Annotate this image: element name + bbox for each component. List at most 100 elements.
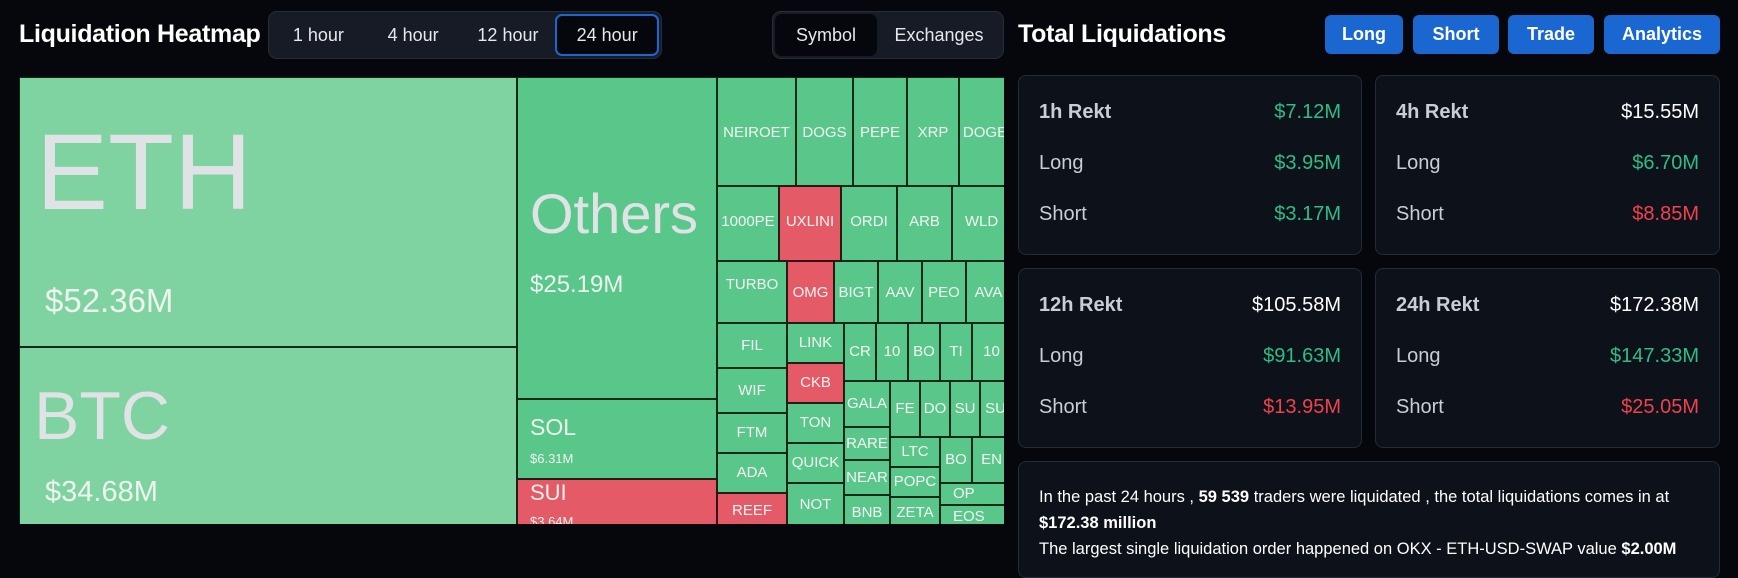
long-label: Long xyxy=(1396,344,1441,367)
heatmap-cell-zeta[interactable]: ZETA xyxy=(890,497,940,524)
short-button[interactable]: Short xyxy=(1413,15,1499,54)
short-label: Short xyxy=(1396,395,1444,418)
card-label: 4h Rekt xyxy=(1396,100,1469,123)
heatmap-cell-bo2[interactable]: BO xyxy=(940,437,972,483)
long-value: $3.95M xyxy=(1274,151,1341,174)
summary-line-2: The largest single liquidation order hap… xyxy=(1039,540,1677,558)
heatmap-cell-10b[interactable]: 10 xyxy=(972,323,1004,381)
heatmap-cell-ordi[interactable]: ORDI xyxy=(841,186,897,261)
long-value: $147.33M xyxy=(1610,344,1699,367)
heatmap-cell-bigt[interactable]: BIGT xyxy=(834,261,878,323)
cell-value: $34.68M xyxy=(45,476,158,508)
heatmap-cell-reef[interactable]: REEF xyxy=(717,493,787,524)
heatmap-cell-popc[interactable]: POPC xyxy=(890,467,940,497)
heatmap-cell-doge[interactable]: DOGE xyxy=(959,77,1004,186)
heatmap-cell-op[interactable]: OP xyxy=(940,483,1004,505)
heatmap-cell-xrp[interactable]: XRP xyxy=(907,77,959,186)
rekt-card-24h: 24h Rekt $172.38M Long $147.33M Short $25.0… xyxy=(1375,268,1720,448)
cell-symbol: SOL xyxy=(530,414,577,440)
trade-button[interactable]: Trade xyxy=(1508,15,1594,54)
heatmap-cell-arb[interactable]: ARB xyxy=(897,186,952,261)
view-exchanges-button[interactable]: Exchanges xyxy=(894,24,984,45)
heatmap-cell-wif[interactable]: WIF xyxy=(717,368,787,413)
heatmap-cell-ada[interactable]: ADA xyxy=(717,453,787,493)
card-label: 1h Rekt xyxy=(1039,100,1112,123)
heatmap-cell-bo[interactable]: BO xyxy=(908,323,940,381)
long-label: Long xyxy=(1039,344,1084,367)
heatmap-cell-1000pepe[interactable]: 1000PE xyxy=(717,186,779,261)
heatmap-cell-gala[interactable]: GALA xyxy=(844,381,890,427)
heatmap-cell-ckb[interactable]: CKB xyxy=(787,363,844,403)
summary-line-1: In the past 24 hours , 59 539 traders we… xyxy=(1039,488,1670,532)
heatmap-cell-peo[interactable]: PEO xyxy=(922,261,966,323)
heatmap-cell-near[interactable]: NEAR xyxy=(844,460,890,495)
heatmap-cell-bnb[interactable]: BNB xyxy=(844,495,890,524)
heatmap-cell-10a[interactable]: 10 xyxy=(876,323,908,381)
heatmap-cell-btc[interactable]: BTC $34.68M xyxy=(19,347,517,524)
heatmap-cell-eos[interactable]: EOS xyxy=(940,505,1004,524)
cell-symbol: BTC xyxy=(34,378,170,454)
heatmap-cell-link[interactable]: LINK xyxy=(787,323,844,363)
heatmap-cell-en[interactable]: EN xyxy=(972,437,1004,483)
heatmap-cell-others[interactable]: Others $25.19M xyxy=(517,77,717,399)
card-total: $105.58M xyxy=(1252,293,1341,316)
heatmap-cell-fe[interactable]: FE xyxy=(890,381,920,437)
heatmap-cell-sui[interactable]: SUI $3.64M xyxy=(517,479,717,524)
heatmap-cell-sol[interactable]: SOL $6.31M xyxy=(517,399,717,479)
summary-total: $172.38 million xyxy=(1039,514,1157,532)
heatmap-cell-pepe[interactable]: PEPE xyxy=(853,77,907,186)
rekt-card-1h: 1h Rekt $7.12M Long $3.95M Short $3.17M xyxy=(1018,75,1362,255)
timeframe-12h-button[interactable]: 12 hour xyxy=(477,24,539,45)
heatmap-cell-su1[interactable]: SU xyxy=(950,381,980,437)
short-value: $3.17M xyxy=(1274,202,1341,225)
analytics-button[interactable]: Analytics xyxy=(1604,15,1720,54)
heatmap-cell-ton[interactable]: TON xyxy=(787,403,844,443)
liquidation-heatmap: ETH $52.36M BTC $34.68M Others $25.19M S… xyxy=(19,77,1004,524)
heatmap-cell-ltc[interactable]: LTC xyxy=(890,437,940,467)
long-label: Long xyxy=(1396,151,1441,174)
timeframe-4h-button[interactable]: 4 hour xyxy=(387,24,439,45)
card-total: $15.55M xyxy=(1621,100,1699,123)
heatmap-cell-su2[interactable]: SU xyxy=(980,381,1004,437)
heatmap-cell-fil[interactable]: FIL xyxy=(717,323,787,368)
short-value: $8.85M xyxy=(1632,202,1699,225)
heatmap-cell-quick[interactable]: QUICK xyxy=(787,443,844,483)
heatmap-cell-ti[interactable]: TI xyxy=(940,323,972,381)
heatmap-cell-wld[interactable]: WLD xyxy=(952,186,1004,261)
card-label: 24h Rekt xyxy=(1396,293,1480,316)
heatmap-cell-ftm[interactable]: FTM xyxy=(717,413,787,453)
timeframe-selector: 1 hour 4 hour 12 hour 24 hour xyxy=(268,11,662,59)
heatmap-cell-dogs[interactable]: DOGS xyxy=(796,77,853,186)
heatmap-cell-eth[interactable]: ETH $52.36M xyxy=(19,77,517,347)
card-total: $7.12M xyxy=(1274,100,1341,123)
heatmap-cell-neiroeth[interactable]: NEIROET xyxy=(717,77,796,186)
timeframe-1h-button[interactable]: 1 hour xyxy=(292,24,344,45)
cell-value: $6.31M xyxy=(530,451,574,466)
short-label: Short xyxy=(1396,202,1444,225)
short-label: Short xyxy=(1039,395,1087,418)
long-value: $6.70M xyxy=(1632,151,1699,174)
cell-symbol: ETH xyxy=(36,111,252,232)
rekt-card-4h: 4h Rekt $15.55M Long $6.70M Short $8.85M xyxy=(1375,75,1720,255)
heatmap-cell-not[interactable]: NOT xyxy=(787,483,844,524)
heatmap-cell-omg[interactable]: OMG xyxy=(787,261,834,323)
heatmap-cell-ava[interactable]: AVA xyxy=(966,261,1004,323)
cell-value: $52.36M xyxy=(45,282,174,319)
cell-value: $25.19M xyxy=(530,271,624,298)
heatmap-cell-aav[interactable]: AAV xyxy=(878,261,922,323)
heatmap-title: Liquidation Heatmap xyxy=(19,20,261,48)
heatmap-cell-uxlink[interactable]: UXLINI xyxy=(779,186,841,261)
heatmap-cell-rare[interactable]: RARE xyxy=(844,427,890,460)
long-label: Long xyxy=(1039,151,1084,174)
total-liquidations-title: Total Liquidations xyxy=(1018,20,1227,48)
heatmap-cell-do[interactable]: DO xyxy=(920,381,950,437)
short-label: Short xyxy=(1039,202,1087,225)
short-value: $13.95M xyxy=(1263,395,1341,418)
heatmap-cell-turbo[interactable]: TURBO xyxy=(717,261,787,323)
timeframe-24h-button[interactable]: 24 hour xyxy=(555,14,660,56)
heatmap-cell-cr[interactable]: CR xyxy=(844,323,876,381)
traders-count: 59 539 xyxy=(1198,488,1250,506)
long-button[interactable]: Long xyxy=(1325,15,1403,54)
liquidation-summary: In the past 24 hours , 59 539 traders we… xyxy=(1018,461,1720,578)
view-symbol-button[interactable]: Symbol xyxy=(775,14,877,56)
